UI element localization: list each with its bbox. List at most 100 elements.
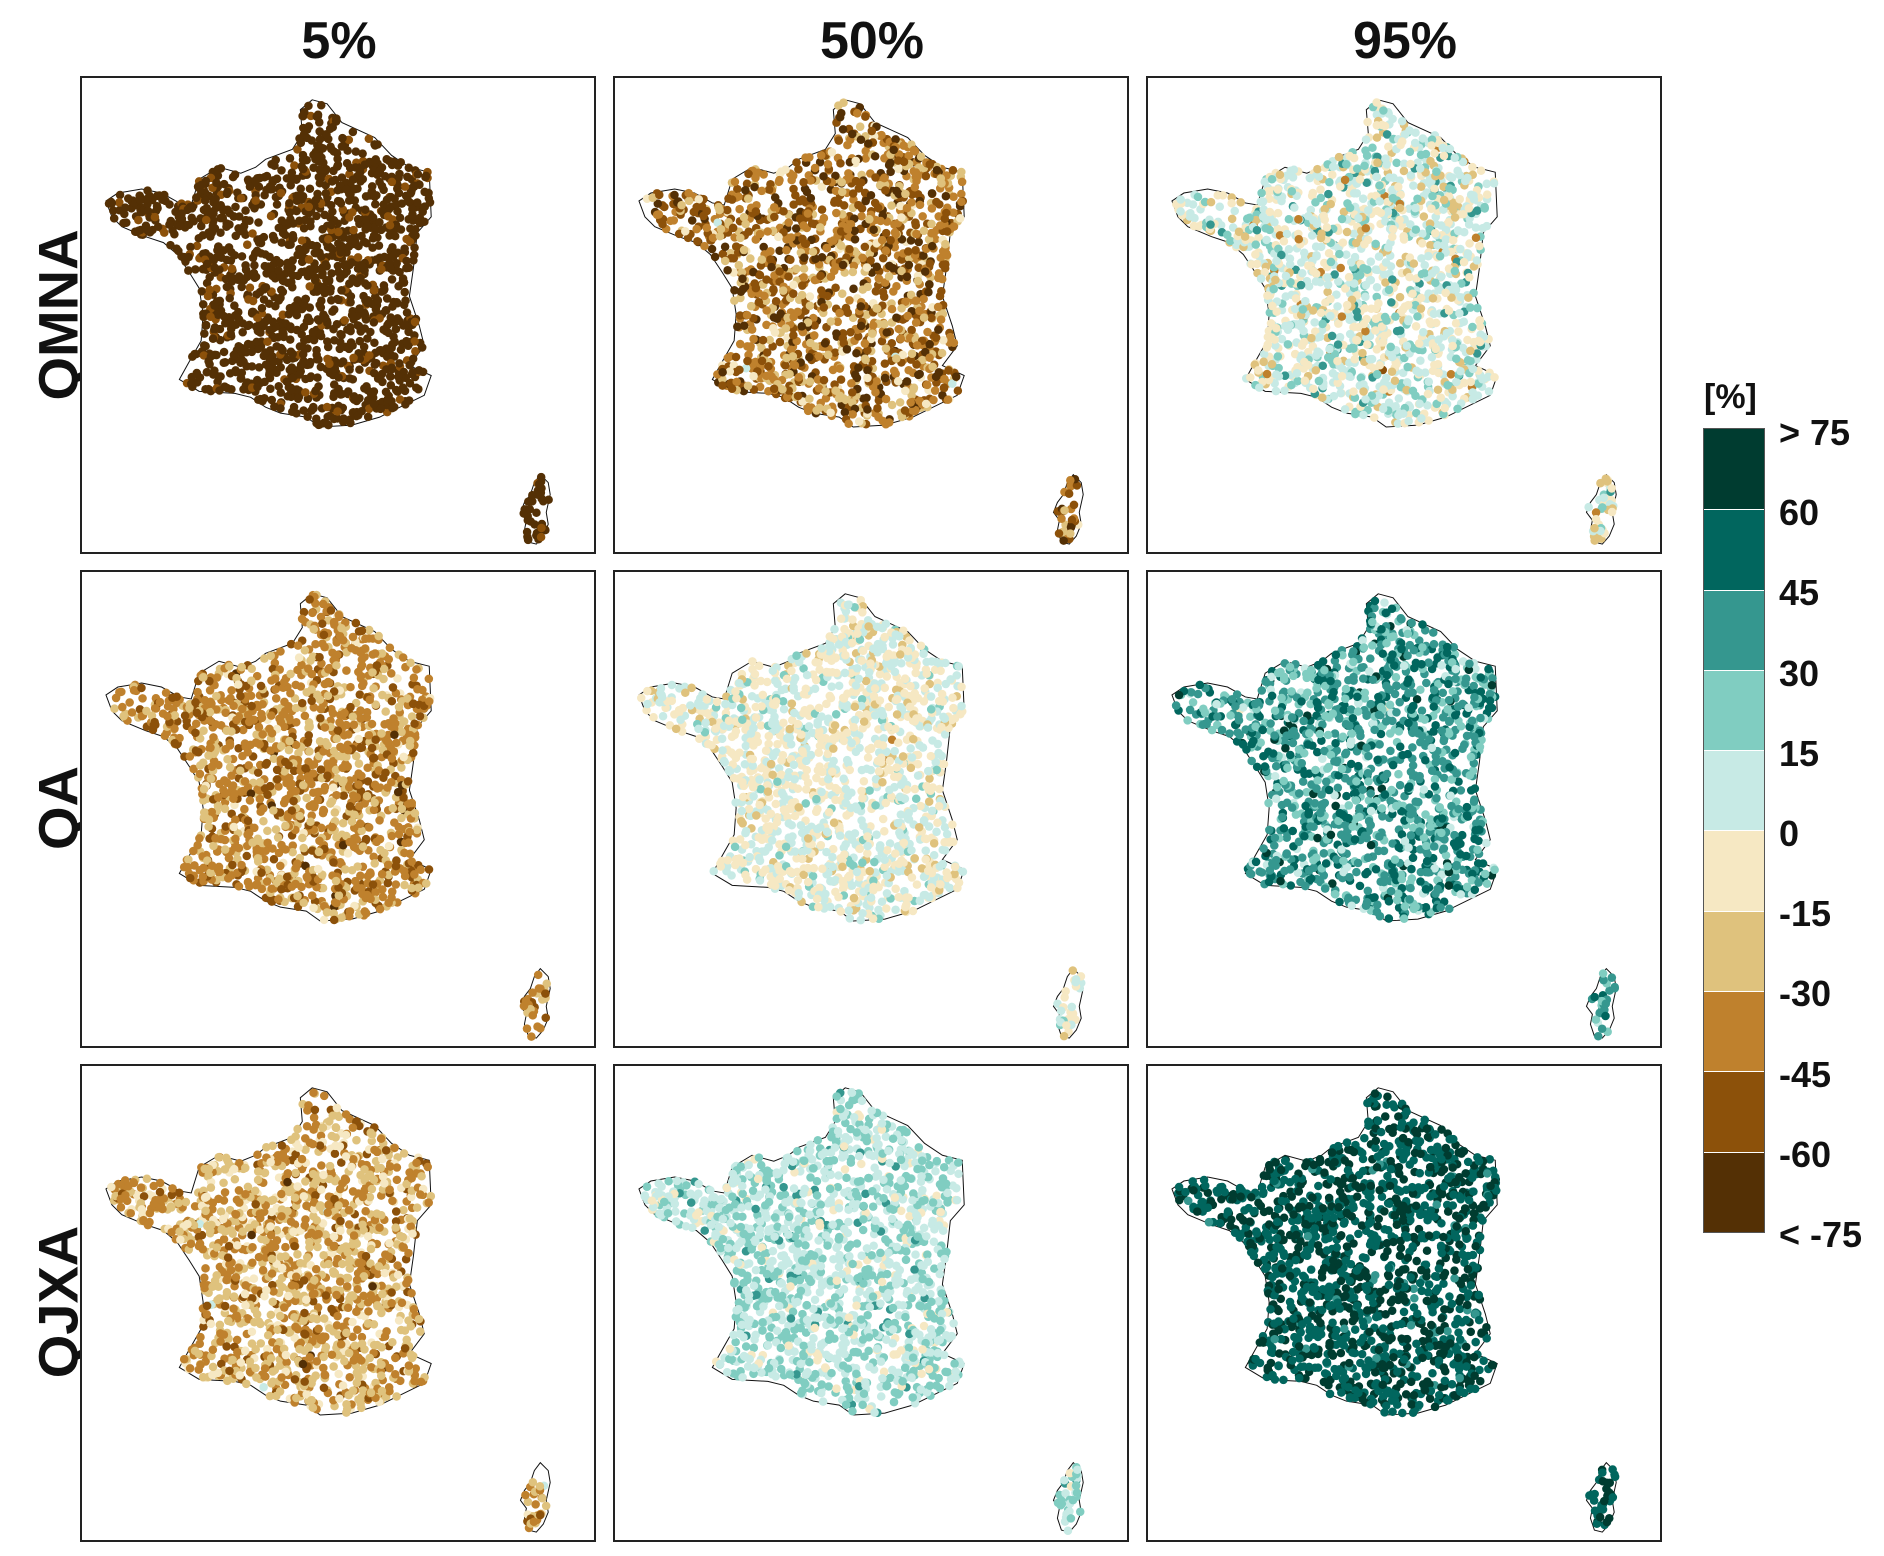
station-dot	[329, 147, 338, 156]
station-dot	[400, 287, 410, 297]
station-dot	[305, 265, 315, 274]
station-dot	[1349, 153, 1359, 163]
station-dot	[311, 386, 320, 396]
station-dot	[782, 245, 791, 255]
station-dot	[1590, 523, 1599, 533]
station-dot	[839, 98, 848, 107]
station-dot	[321, 188, 331, 198]
station-dot	[1405, 253, 1415, 262]
station-dot	[143, 226, 153, 235]
station-dot	[1280, 386, 1289, 396]
station-dot	[792, 264, 801, 274]
station-dot	[269, 855, 279, 864]
station-dot	[409, 181, 419, 190]
station-dot	[1598, 503, 1607, 512]
station-dot	[1176, 195, 1185, 204]
station-dot	[1454, 226, 1463, 236]
station-dot	[1228, 223, 1238, 232]
station-dot	[1296, 280, 1306, 290]
station-dot	[1206, 220, 1215, 229]
station-dot	[261, 348, 270, 357]
station-dot	[1323, 287, 1332, 297]
station-dot	[1436, 393, 1446, 402]
station-dot	[927, 204, 937, 213]
station-dot	[357, 407, 366, 416]
station-dot	[1273, 352, 1283, 361]
station-dot	[237, 282, 246, 292]
station-dot	[789, 184, 798, 194]
station-dot	[1429, 309, 1439, 319]
station-dot	[1339, 207, 1349, 217]
station-dot	[863, 373, 872, 383]
station-dot	[700, 241, 709, 251]
station-dot	[411, 347, 420, 356]
station-dot	[909, 145, 919, 155]
station-dot	[299, 607, 309, 617]
station-dot	[1293, 376, 1303, 386]
station-dot	[333, 414, 342, 423]
station-dot	[1456, 293, 1466, 302]
station-dot	[1327, 331, 1337, 341]
station-dot	[312, 418, 321, 428]
station-dot	[410, 228, 419, 238]
station-dot	[1436, 221, 1446, 230]
station-dot	[355, 336, 365, 346]
station-dot	[345, 163, 355, 173]
station-dot	[806, 176, 815, 185]
station-dot	[519, 509, 528, 518]
station-dot	[655, 190, 664, 200]
station-dot	[527, 497, 537, 506]
station-dot	[718, 381, 727, 390]
station-dot	[1416, 182, 1426, 191]
station-dot	[887, 400, 897, 410]
station-dot	[386, 372, 395, 381]
station-dot	[184, 266, 193, 275]
station-dot	[253, 313, 262, 323]
station-dot	[800, 239, 810, 248]
station-dot	[937, 287, 946, 296]
station-dot	[856, 321, 866, 331]
station-dot	[237, 252, 247, 261]
station-dot	[904, 151, 913, 161]
station-dot	[377, 265, 386, 274]
station-dot	[909, 384, 918, 394]
station-dot	[1413, 312, 1422, 321]
station-dot	[746, 343, 755, 353]
station-dot	[1273, 185, 1283, 194]
station-dot	[184, 220, 194, 230]
station-dot	[880, 278, 890, 287]
station-dot	[375, 218, 384, 227]
station-dot	[187, 213, 196, 222]
station-dot	[835, 308, 844, 318]
station-dot	[834, 198, 843, 208]
station-dot	[421, 171, 431, 181]
station-dot	[1281, 271, 1291, 281]
station-dot	[1352, 164, 1362, 173]
station-dot	[1463, 356, 1473, 365]
station-dot	[707, 244, 717, 254]
station-dot	[913, 276, 923, 286]
station-dot	[1366, 257, 1376, 266]
station-dot	[1351, 238, 1361, 248]
station-dot	[270, 161, 279, 171]
station-dot	[1427, 204, 1436, 213]
station-dot	[919, 313, 929, 322]
station-dot	[762, 306, 771, 315]
station-dot	[683, 233, 693, 243]
station-dot	[935, 221, 945, 230]
station-dot	[1323, 280, 1333, 290]
station-dot	[1382, 160, 1392, 169]
station-dot	[1423, 401, 1432, 410]
station-dot	[805, 377, 815, 386]
station-dot	[848, 313, 858, 323]
station-dot	[274, 356, 283, 366]
station-dot	[1337, 214, 1347, 224]
station-dot	[877, 235, 887, 245]
station-dot	[819, 303, 829, 312]
station-dot	[229, 350, 239, 360]
station-dot	[941, 191, 951, 201]
station-dot	[358, 174, 368, 184]
station-dot	[934, 273, 943, 283]
station-dot	[286, 669, 295, 679]
station-dot	[115, 688, 124, 697]
